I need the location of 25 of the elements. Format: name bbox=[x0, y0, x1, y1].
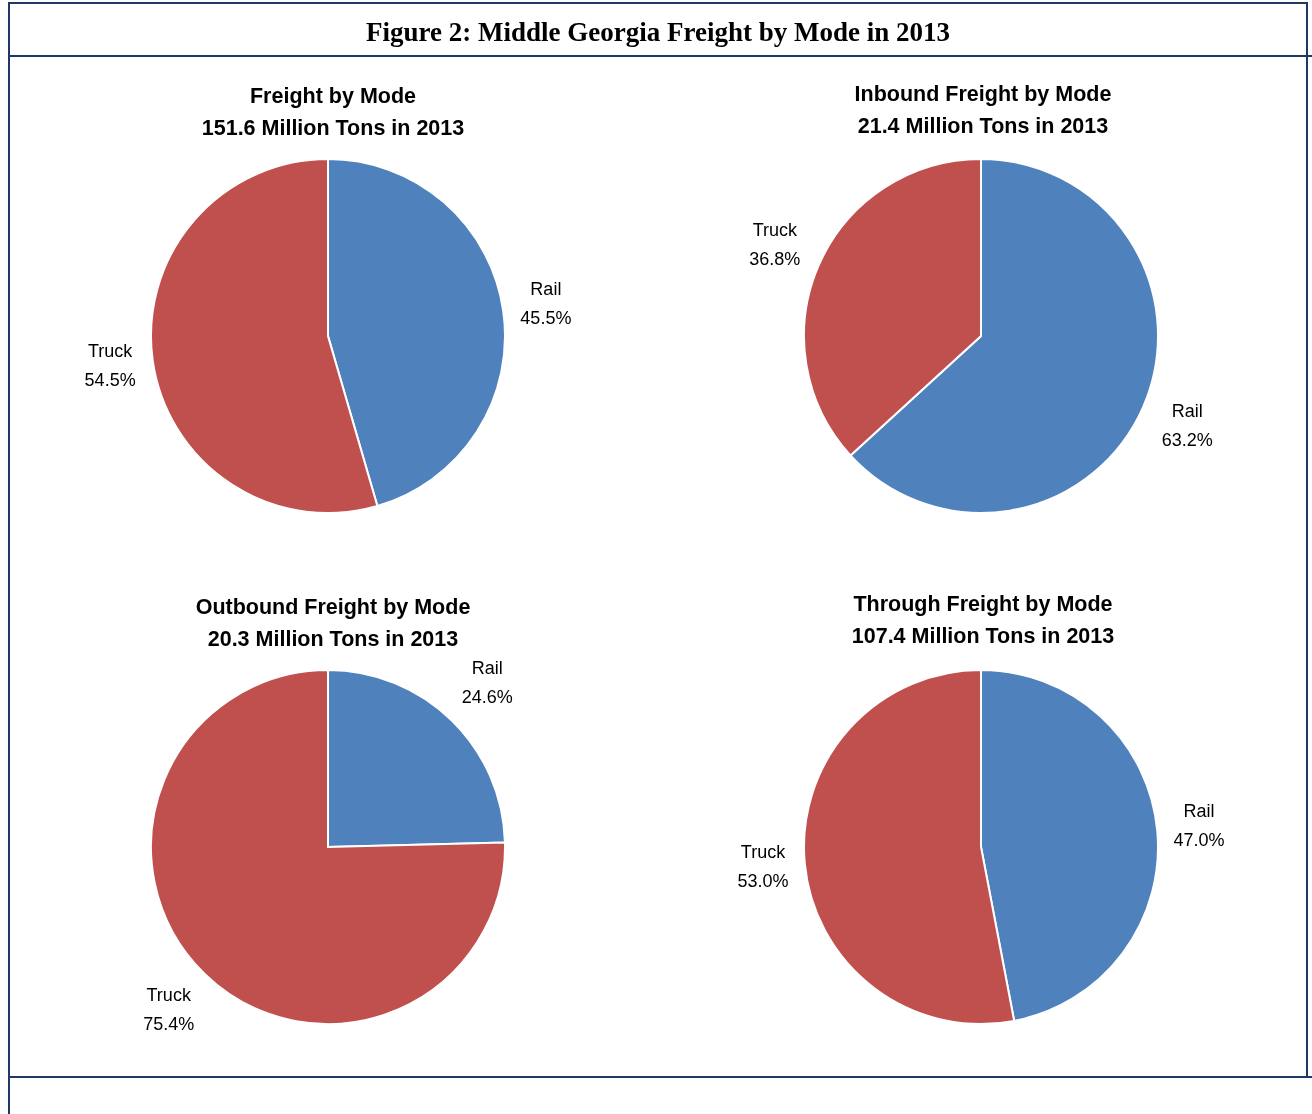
chart-subtitle: 21.4 Million Tons in 2013 bbox=[857, 113, 1109, 140]
data-label: 54.5% bbox=[84, 370, 136, 391]
chart-subtitle: 20.3 Million Tons in 2013 bbox=[207, 626, 459, 653]
slice-label: Truck bbox=[740, 842, 787, 863]
chart-title: Freight by Mode bbox=[249, 83, 417, 110]
caption: Figure 2: Middle Georgia Freight by Mode in 2013 bbox=[366, 17, 950, 47]
slice-label: Rail bbox=[471, 658, 503, 679]
data-label: 47.0% bbox=[1173, 829, 1225, 850]
slice-label: Truck bbox=[752, 219, 799, 240]
chart-title: Outbound Freight by Mode bbox=[195, 594, 471, 621]
chart-subtitle: 151.6 Million Tons in 2013 bbox=[201, 115, 465, 142]
slice-label: Rail bbox=[1171, 401, 1203, 422]
chart-subtitle: 107.4 Million Tons in 2013 bbox=[851, 623, 1115, 650]
slice-label: Rail bbox=[1183, 800, 1215, 821]
data-label: 45.5% bbox=[520, 308, 572, 329]
slice-label: Truck bbox=[146, 984, 192, 1005]
chart-title: Inbound Freight by Mode bbox=[854, 81, 1112, 108]
data-label: 75.4% bbox=[143, 1013, 195, 1034]
data-label: 36.8% bbox=[749, 248, 801, 269]
slice-label: Truck bbox=[87, 341, 134, 362]
data-label: 63.2% bbox=[1161, 430, 1213, 451]
chart-title: Through Freight by Mode bbox=[853, 591, 1113, 618]
slice-label: Rail bbox=[530, 279, 562, 300]
data-label: 24.6% bbox=[461, 687, 513, 708]
data-label: 53.0% bbox=[737, 871, 789, 892]
